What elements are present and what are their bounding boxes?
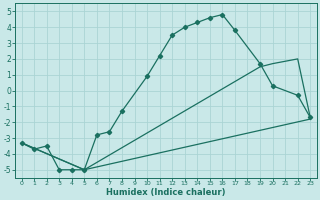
X-axis label: Humidex (Indice chaleur): Humidex (Indice chaleur)	[106, 188, 226, 197]
